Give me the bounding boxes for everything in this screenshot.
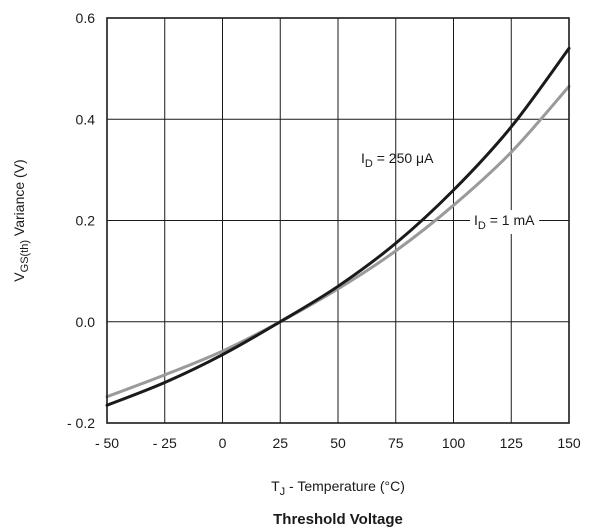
- x-tick-label: 25: [272, 435, 288, 451]
- x-tick-label: 100: [442, 435, 466, 451]
- x-tick-label: 125: [500, 435, 524, 451]
- y-tick-label: - 0.2: [67, 415, 95, 431]
- x-tick-label: 75: [388, 435, 404, 451]
- y-axis-label: VGS(th) Variance (V): [11, 159, 31, 281]
- series-label-1ma-text: ID = 1 mA: [474, 212, 535, 232]
- x-axis-label-rest: - Temperature (°C): [285, 478, 405, 494]
- x-tick-label: - 25: [153, 435, 177, 451]
- series-label-250ua-text: ID = 250 μA: [361, 150, 434, 170]
- x-tick-label: 0: [219, 435, 227, 451]
- y-tick-label: 0.4: [76, 111, 96, 127]
- series-layer: [105, 46, 571, 407]
- y-tick-labels: - 0.2 0.0 0.2 0.4 0.6: [67, 10, 95, 431]
- x-tick-label: 150: [557, 435, 581, 451]
- y-tick-label: 0.2: [76, 213, 96, 229]
- x-axis-label-sub: J: [280, 486, 286, 498]
- x-axis-label: TJ - Temperature (°C): [271, 478, 405, 498]
- series-line-1ma: [105, 84, 571, 399]
- x-tick-label: 50: [330, 435, 346, 451]
- y-axis-label-rest: Variance (V): [11, 159, 27, 240]
- y-tick-label: 0.0: [76, 314, 96, 330]
- series-label-1ma-sub: D: [478, 220, 486, 232]
- y-axis-label-sub: GS(th): [19, 240, 31, 272]
- x-tick-labels: - 50 - 25 0 25 50 75 100 125 150: [95, 435, 581, 451]
- plot-frame: [106, 17, 570, 424]
- series-label-250ua-main: I: [361, 150, 365, 166]
- series-label-1ma: ID = 1 mA: [470, 210, 540, 234]
- series-label-1ma-main: I: [474, 212, 478, 228]
- series-label-250ua-sub: D: [365, 158, 373, 170]
- x-axis-label-main: T: [271, 478, 280, 494]
- series-line-250ua: [105, 46, 571, 407]
- series-label-250ua: ID = 250 μA: [361, 150, 434, 170]
- series-label-1ma-background: [470, 210, 540, 234]
- series-label-250ua-rest: = 250 μA: [373, 150, 434, 166]
- y-tick-label: 0.6: [76, 10, 96, 26]
- x-tick-label: - 50: [95, 435, 119, 451]
- y-axis-label-main: V: [11, 272, 27, 282]
- series-label-1ma-rest: = 1 mA: [486, 212, 535, 228]
- chart-title: Threshold Voltage: [273, 511, 403, 528]
